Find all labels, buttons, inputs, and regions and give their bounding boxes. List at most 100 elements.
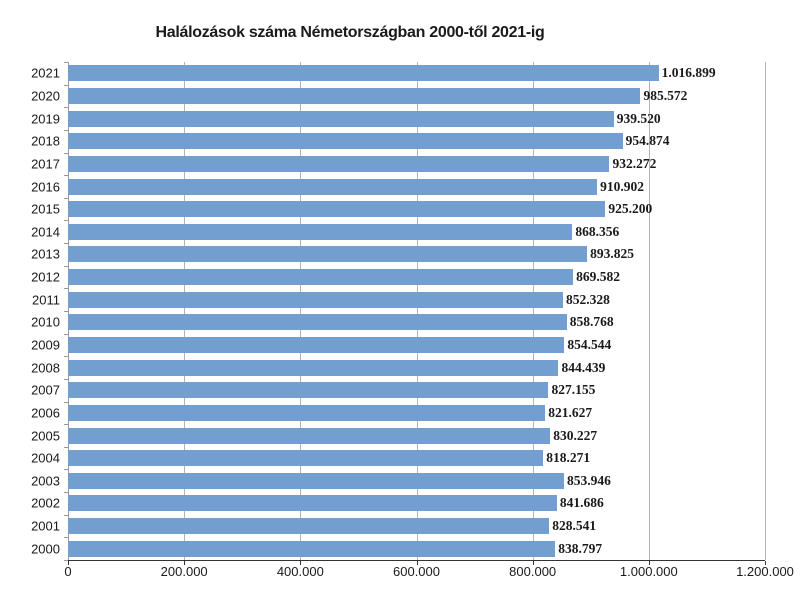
value-label: 910.902 bbox=[600, 178, 644, 194]
value-label: 854.544 bbox=[567, 337, 612, 352]
bar bbox=[68, 314, 567, 331]
year-label: 2002 bbox=[31, 495, 60, 511]
value-label: 828.541 bbox=[552, 518, 597, 534]
x-axis-tick bbox=[68, 561, 69, 565]
year-label: 2001 bbox=[31, 518, 60, 534]
x-axis-label: 600.000 bbox=[393, 564, 440, 579]
bar bbox=[68, 133, 623, 150]
value-label: 852.328 bbox=[566, 291, 610, 307]
y-axis-tick bbox=[64, 197, 68, 199]
x-axis-tick bbox=[532, 561, 534, 565]
value-label: 853.946 bbox=[567, 472, 611, 488]
year-label: 2011 bbox=[32, 292, 60, 308]
y-axis-tick bbox=[64, 469, 68, 471]
year-label: 2015 bbox=[31, 201, 60, 217]
bar-row: 2002 841.686 bbox=[31, 492, 765, 515]
bar bbox=[68, 65, 659, 82]
year-label: 2008 bbox=[31, 360, 60, 376]
y-axis-tick bbox=[64, 333, 68, 335]
year-label: 2003 bbox=[31, 473, 60, 489]
y-axis-line bbox=[68, 62, 69, 560]
year-label: 2020 bbox=[31, 88, 60, 104]
bar-row: 2015 925.200 bbox=[31, 198, 765, 221]
value-label: 939.520 bbox=[616, 110, 661, 126]
x-axis-tick bbox=[648, 561, 650, 565]
y-axis-tick bbox=[64, 446, 68, 448]
bar bbox=[68, 382, 549, 399]
year-label: 2000 bbox=[31, 541, 60, 557]
bar bbox=[68, 291, 564, 308]
y-axis-tick bbox=[64, 220, 68, 222]
bar-row: 2016 910.902 bbox=[31, 175, 765, 198]
chart-title: Halálozások száma Németországban 2000-tő… bbox=[155, 24, 545, 41]
x-axis-label: 400.000 bbox=[276, 564, 324, 579]
bar-row: 2003 853.946 bbox=[31, 470, 765, 493]
bar bbox=[68, 450, 544, 467]
bar-row: 2010 858.768 bbox=[31, 311, 765, 334]
y-axis-tick bbox=[64, 492, 68, 494]
year-label: 2012 bbox=[31, 269, 60, 285]
gridline bbox=[416, 62, 418, 560]
bar-row: 2011 852.328 bbox=[32, 288, 765, 311]
value-label: 838.797 bbox=[558, 540, 603, 556]
x-axis-label: 1.000.000 bbox=[619, 564, 678, 579]
bar bbox=[68, 359, 559, 376]
year-label: 2019 bbox=[31, 111, 60, 127]
y-axis-tick bbox=[64, 356, 68, 358]
gridline bbox=[184, 62, 186, 560]
value-label: 932.272 bbox=[612, 155, 657, 171]
plot-area: 2021 1.016.899 2020 985.572 2019 939.520 2018 9… bbox=[31, 62, 766, 565]
bar-row: 2019 939.520 bbox=[31, 107, 765, 130]
y-axis-tick bbox=[64, 424, 68, 426]
value-label: 841.686 bbox=[559, 495, 604, 511]
bar-row: 2007 827.155 bbox=[31, 379, 765, 402]
value-label: 985.572 bbox=[643, 87, 688, 103]
value-label: 893.825 bbox=[590, 246, 635, 262]
bar bbox=[68, 472, 564, 489]
x-axis-label: 800.000 bbox=[509, 564, 557, 579]
bar-row: 2017 932.272 bbox=[31, 153, 765, 176]
value-label: 868.356 bbox=[575, 223, 620, 239]
value-label: 818.271 bbox=[546, 450, 591, 466]
bar-row: 2021 1.016.899 bbox=[31, 62, 765, 85]
bar bbox=[68, 223, 573, 240]
y-axis-tick bbox=[64, 265, 68, 267]
year-label: 2010 bbox=[31, 314, 60, 330]
value-label: 1.016.899 bbox=[661, 65, 716, 81]
bar-row: 2009 854.544 bbox=[31, 334, 765, 357]
x-axis-tick bbox=[184, 561, 186, 565]
value-label: 858.768 bbox=[569, 314, 614, 330]
year-label: 2007 bbox=[31, 382, 60, 398]
bar-row: 2020 985.572 bbox=[31, 85, 765, 108]
year-label: 2014 bbox=[31, 224, 60, 240]
value-label: 830.227 bbox=[553, 427, 598, 443]
x-axis-line bbox=[68, 560, 765, 561]
year-label: 2016 bbox=[31, 179, 60, 195]
bar bbox=[68, 518, 550, 535]
value-label: 844.439 bbox=[561, 359, 606, 375]
year-label: 2009 bbox=[31, 337, 60, 353]
bar-row: 2018 954.874 bbox=[31, 130, 765, 153]
bar-row: 2000 838.797 bbox=[31, 537, 765, 560]
bar bbox=[68, 337, 565, 353]
bar bbox=[68, 404, 546, 421]
bar-row: 2005 830.227 bbox=[31, 424, 765, 447]
bar bbox=[68, 178, 598, 195]
y-axis-tick bbox=[64, 537, 68, 539]
y-axis-tick bbox=[64, 560, 68, 561]
y-axis-tick bbox=[64, 288, 68, 290]
bar-row: 2001 828.541 bbox=[31, 515, 765, 538]
value-label: 925.200 bbox=[608, 201, 653, 217]
year-label: 2018 bbox=[31, 133, 60, 149]
y-axis-tick bbox=[64, 378, 68, 380]
value-label: 869.582 bbox=[576, 269, 620, 285]
x-axis-tick bbox=[416, 561, 418, 565]
y-axis-tick bbox=[64, 62, 68, 63]
bar bbox=[68, 87, 641, 104]
y-axis-tick bbox=[64, 107, 68, 109]
bar-row: 2008 844.439 bbox=[31, 356, 765, 379]
bar bbox=[68, 201, 606, 218]
bar-row: 2006 821.627 bbox=[31, 402, 765, 425]
gridline bbox=[300, 62, 302, 560]
